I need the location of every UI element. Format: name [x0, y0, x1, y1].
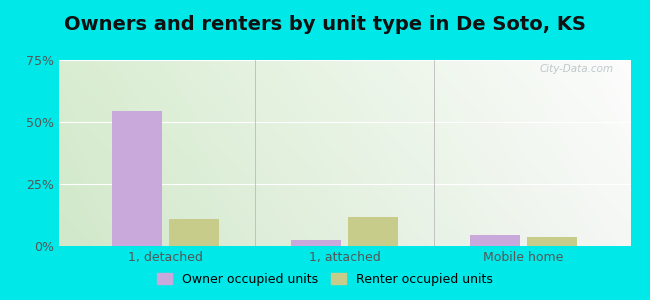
Text: Owners and renters by unit type in De Soto, KS: Owners and renters by unit type in De So… [64, 15, 586, 34]
Bar [112, 111, 162, 246]
Legend: Owner occupied units, Renter occupied units: Owner occupied units, Renter occupied un… [152, 268, 498, 291]
Bar [527, 237, 577, 246]
Bar [348, 218, 398, 246]
Bar [291, 240, 341, 246]
Text: City-Data.com: City-Data.com [540, 64, 614, 74]
Bar [470, 235, 520, 246]
Bar [169, 219, 220, 246]
